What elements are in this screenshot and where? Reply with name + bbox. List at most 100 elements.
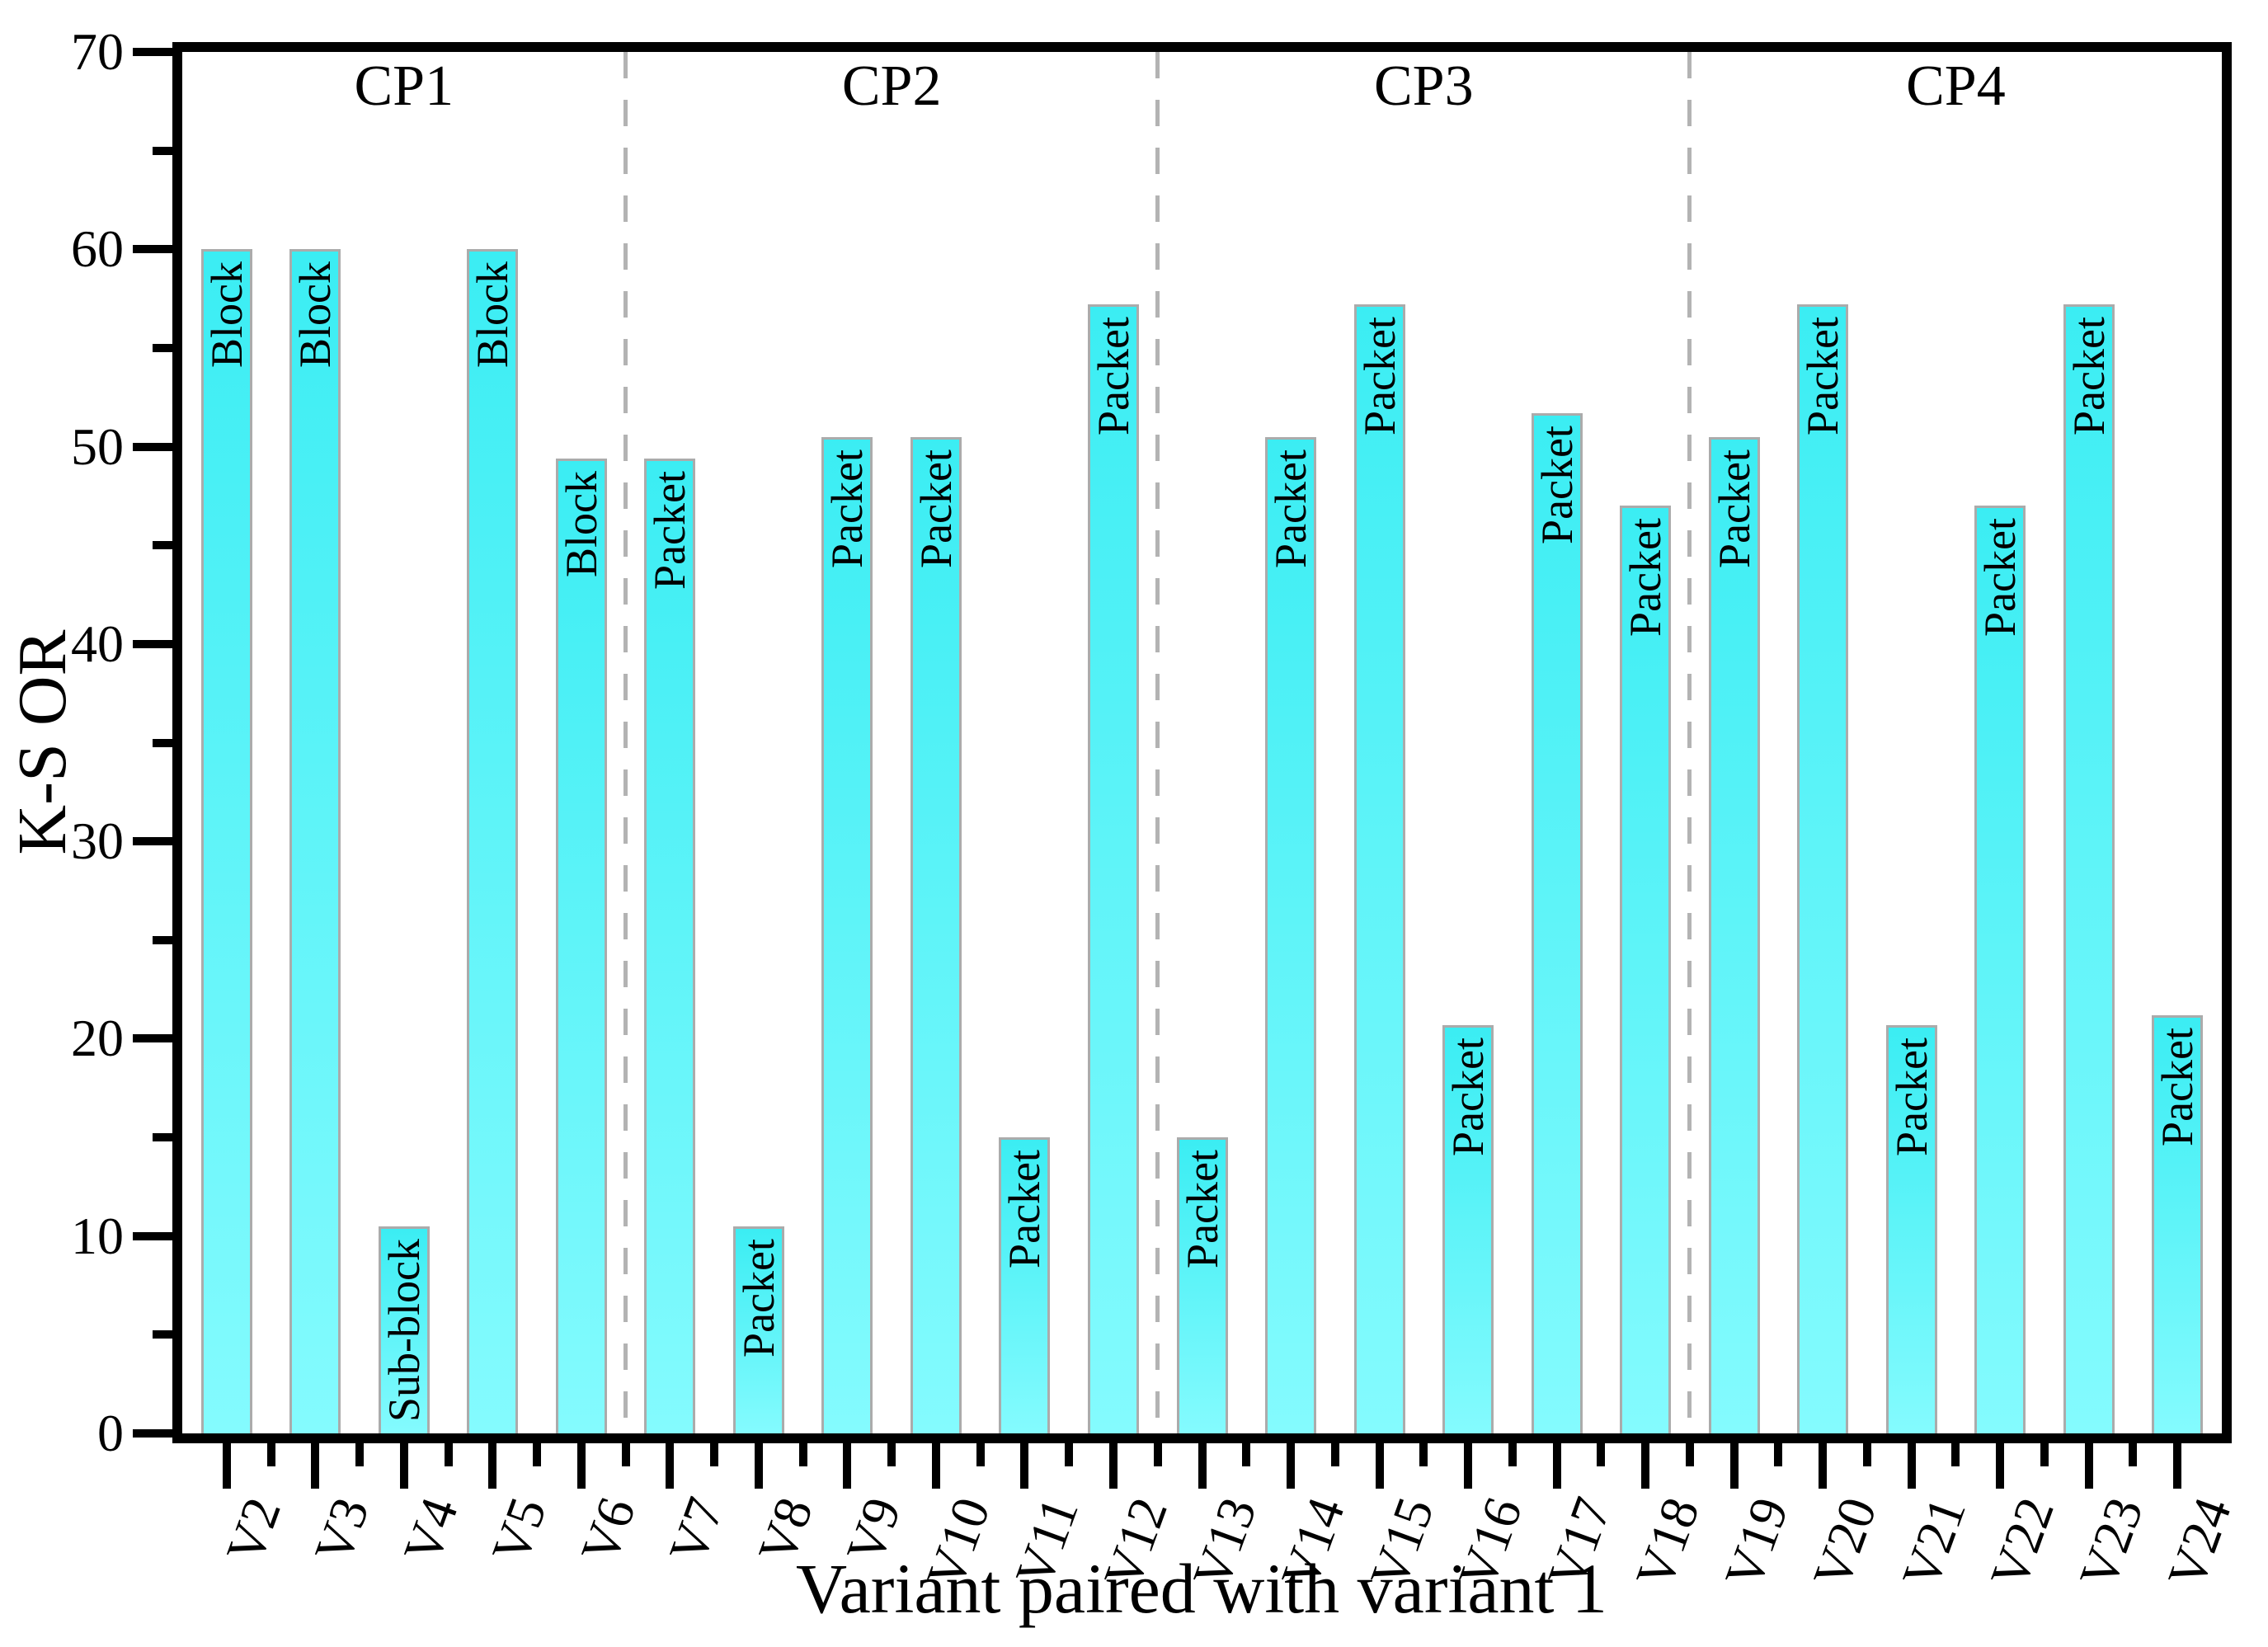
x-axis-major-tick [1020, 1443, 1029, 1489]
y-axis-major-tick [133, 245, 172, 254]
group-separator-line [1687, 52, 1692, 1433]
x-axis-major-tick [1641, 1443, 1650, 1489]
y-axis-minor-tick [153, 1330, 172, 1339]
x-axis-major-tick [1464, 1443, 1473, 1489]
x-axis-minor-tick [621, 1443, 630, 1466]
x-axis-minor-tick [1951, 1443, 1960, 1466]
y-axis-tick-label: 50 [71, 416, 124, 476]
x-axis-minor-tick [887, 1443, 896, 1466]
bar-value-label: Packet [733, 1238, 783, 1358]
bar: Packet [1176, 1137, 1228, 1433]
bar-value-label: Block [290, 261, 341, 369]
bar-value-label: Packet [822, 449, 873, 568]
bar-value-label: Packet [2153, 1027, 2203, 1146]
x-axis-major-tick [222, 1443, 231, 1489]
x-axis-minor-tick [798, 1443, 807, 1466]
y-axis-major-tick [133, 1231, 172, 1240]
group-label: CP3 [1373, 54, 1474, 118]
x-axis-major-tick [2084, 1443, 2093, 1489]
y-axis-tick-label: 10 [71, 1206, 124, 1265]
bar: Packet [910, 436, 962, 1433]
x-axis-tick-label: V22 [1979, 1489, 2066, 1596]
y-axis-major-tick [133, 1429, 172, 1438]
y-axis-major-tick [133, 48, 172, 56]
bar: Packet [1087, 304, 1139, 1433]
bar-value-label: Block [556, 470, 606, 577]
x-axis-tick-label: V21 [1890, 1489, 1977, 1596]
bar: Packet [1353, 304, 1405, 1433]
y-axis-major-tick [133, 442, 172, 451]
x-axis-tick-label: V23 [2068, 1489, 2154, 1596]
x-axis-title: Variant paired with variant 1 [796, 1549, 1607, 1628]
bar: Packet [1885, 1024, 1937, 1433]
x-axis-minor-tick [1597, 1443, 1606, 1466]
y-axis-tick-label: 0 [97, 1404, 124, 1462]
y-axis-tick-label: 20 [71, 1009, 124, 1068]
x-axis-minor-tick [710, 1443, 719, 1466]
x-axis-minor-tick [1065, 1443, 1074, 1466]
x-axis-major-tick [1552, 1443, 1561, 1489]
y-axis-minor-tick [153, 935, 172, 944]
bar-value-label: Packet [1886, 1037, 1936, 1156]
x-axis-minor-tick [976, 1443, 985, 1466]
y-axis-minor-tick [153, 541, 172, 550]
bar-value-label: Packet [1266, 449, 1316, 568]
bar: Packet [1974, 506, 2026, 1433]
x-axis-major-tick [1907, 1443, 1916, 1489]
bar-value-label: Packet [1798, 317, 1848, 436]
bar: Packet [732, 1226, 784, 1433]
x-axis-major-tick [1729, 1443, 1739, 1489]
group-label: CP2 [841, 54, 942, 118]
y-axis-tick-label: 30 [71, 812, 124, 871]
plot-area: Block Block Sub-block Block Block Packet Packe… [182, 52, 2222, 1433]
bar-value-label: Packet [1975, 518, 2026, 638]
x-axis-major-tick [1198, 1443, 1207, 1489]
x-axis-major-tick [1108, 1443, 1118, 1489]
y-axis-minor-tick [153, 146, 172, 155]
x-axis-tick-label: V5 [480, 1489, 558, 1571]
x-axis-tick-label: V17 [1536, 1489, 1622, 1596]
x-axis-minor-tick [1774, 1443, 1783, 1466]
x-axis-major-tick [666, 1443, 675, 1489]
x-axis-tick-label: V4 [392, 1489, 469, 1571]
y-axis-major-tick [133, 1034, 172, 1043]
x-axis-minor-tick [1330, 1443, 1339, 1466]
y-axis-minor-tick [153, 1133, 172, 1142]
x-axis-major-tick [843, 1443, 852, 1489]
x-axis-major-tick [1996, 1443, 2005, 1489]
group-label: CP4 [1906, 54, 2006, 118]
bar-value-label: Packet [1532, 425, 1582, 544]
y-axis-tick-label: 40 [71, 614, 124, 673]
y-axis-minor-tick [153, 343, 172, 352]
x-axis-minor-tick [444, 1443, 453, 1466]
x-axis-minor-tick [1685, 1443, 1694, 1466]
y-axis-tick-label: 60 [71, 219, 124, 279]
x-axis-minor-tick [1242, 1443, 1251, 1466]
y-axis-major-tick [133, 639, 172, 648]
x-axis-tick-label: V2 [214, 1489, 292, 1571]
x-axis-major-tick [399, 1443, 408, 1489]
bar: Packet [1265, 436, 1317, 1433]
x-axis-minor-tick [2040, 1443, 2049, 1466]
x-axis-major-tick [488, 1443, 497, 1489]
x-axis-tick-label: V20 [1801, 1489, 1889, 1596]
bar: Packet [1708, 436, 1760, 1433]
bar-value-label: Packet [2063, 317, 2114, 436]
x-axis-major-tick [576, 1443, 586, 1489]
x-axis-minor-tick [1419, 1443, 1428, 1466]
x-axis-tick-label: V3 [303, 1489, 381, 1571]
bar: Packet [2063, 304, 2115, 1433]
group-separator-line [1155, 52, 1160, 1433]
bar: Block [467, 249, 519, 1433]
group-label: CP1 [354, 54, 454, 118]
bar-value-label: Block [468, 261, 518, 369]
x-axis-tick-label: V7 [657, 1489, 736, 1571]
x-axis-minor-tick [355, 1443, 365, 1466]
bar-value-label: Packet [1443, 1037, 1494, 1156]
x-axis-major-tick [1287, 1443, 1296, 1489]
x-axis-minor-tick [2129, 1443, 2138, 1466]
x-axis-major-tick [1375, 1443, 1384, 1489]
bar: Packet [1531, 412, 1583, 1433]
bar-value-label: Packet [1088, 317, 1138, 436]
